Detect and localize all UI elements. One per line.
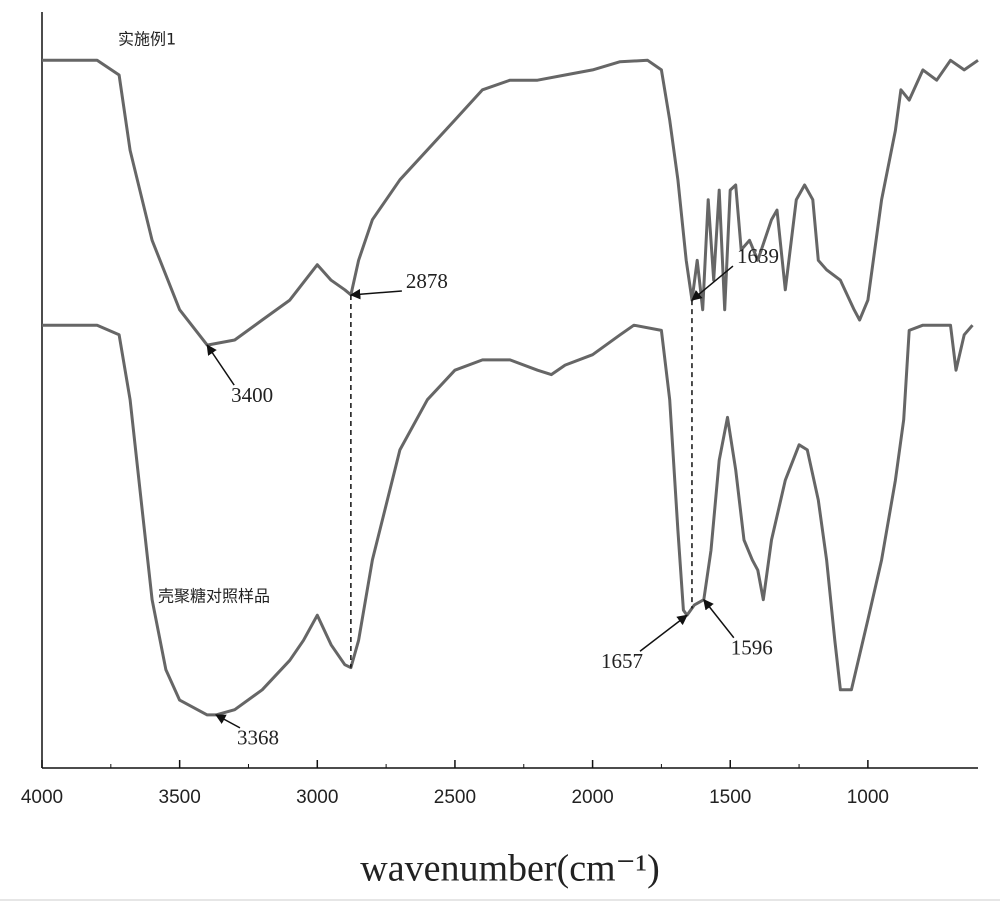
peak-arrow (639, 614, 688, 652)
peak-label: 2878 (406, 269, 448, 293)
x-tick-label: 2000 (571, 787, 613, 808)
peak-arrow (703, 598, 735, 639)
x-tick-label: 3500 (159, 787, 201, 808)
peak-arrow (691, 265, 734, 301)
x-tick-label: 1000 (847, 787, 889, 808)
peak-label: 1657 (601, 649, 643, 673)
x-tick-label: 2500 (434, 787, 476, 808)
peak-arrow (349, 288, 402, 300)
x-tick-label: 1500 (709, 787, 751, 808)
peak-label: 3368 (237, 726, 279, 750)
peak-label: 1596 (731, 636, 773, 660)
peak-label: 3400 (231, 383, 273, 407)
series-label: 实施例1 (118, 30, 176, 49)
series-label: 壳聚糖对照样品 (158, 587, 270, 606)
peak-arrow (215, 714, 241, 729)
x-tick-label: 3000 (296, 787, 338, 808)
peak-label: 1639 (737, 244, 779, 268)
peak-arrow (206, 344, 235, 386)
x-axis-label: wavenumber(cm⁻¹) (360, 848, 659, 890)
x-tick-label: 4000 (21, 787, 63, 808)
spectrum-line (42, 323, 974, 717)
spectrum-line (42, 58, 979, 347)
